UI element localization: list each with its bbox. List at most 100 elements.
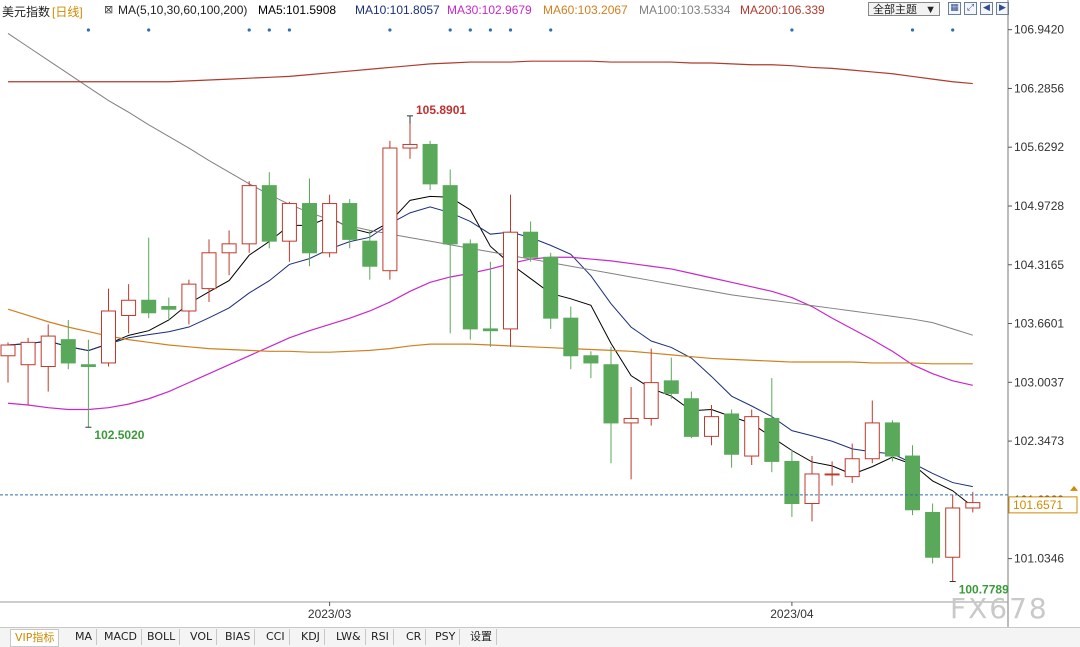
tab-[interactable]: 设置 — [466, 629, 497, 645]
current-price-label: 101.6571 — [1013, 498, 1063, 512]
candle-up[interactable] — [40, 335, 56, 368]
event-marker[interactable] — [388, 28, 392, 32]
candle-up[interactable] — [824, 473, 840, 476]
y-tick-label: 103.6601 — [1014, 317, 1064, 331]
candle-up[interactable] — [382, 147, 398, 272]
candle-down[interactable] — [764, 417, 780, 462]
candle-down[interactable] — [60, 339, 76, 364]
event-marker[interactable] — [448, 28, 452, 32]
theme-select[interactable]: 全部主题 ▼ — [868, 2, 940, 16]
tab-lw[interactable]: LW& — [332, 629, 366, 645]
candle-down[interactable] — [422, 143, 438, 185]
current-price-box — [1008, 496, 1078, 514]
candle-down[interactable] — [683, 398, 699, 437]
tab-vip[interactable]: VIP指标 — [10, 629, 60, 647]
y-tick-label: 104.9728 — [1014, 199, 1064, 213]
candle-down[interactable] — [925, 511, 941, 558]
event-marker[interactable] — [468, 28, 472, 32]
candle-up[interactable] — [623, 417, 639, 424]
candle-down[interactable] — [362, 240, 378, 267]
candle-down[interactable] — [905, 455, 920, 511]
candle-up[interactable] — [101, 310, 116, 364]
grid-icon[interactable]: ▦ — [948, 2, 961, 15]
event-marker[interactable] — [508, 28, 513, 32]
candle-up[interactable] — [844, 458, 860, 478]
tab-cr[interactable]: CR — [402, 629, 427, 645]
event-marker[interactable] — [287, 28, 291, 32]
event-marker[interactable] — [790, 28, 794, 32]
ma10-value: MA10:101.8057 — [355, 3, 440, 17]
candle-up[interactable] — [804, 473, 820, 505]
candle-down[interactable] — [583, 355, 599, 364]
y-tick-label: 105.6292 — [1014, 140, 1064, 154]
candle-up[interactable] — [864, 422, 880, 460]
event-marker[interactable] — [910, 28, 915, 32]
candle-up[interactable] — [643, 382, 659, 419]
tab-macd[interactable]: MACD — [100, 629, 142, 645]
price-arrow-icon — [1070, 485, 1078, 491]
event-marker[interactable] — [247, 28, 251, 32]
candle-down[interactable] — [342, 203, 358, 240]
y-tick-label: 103.0037 — [1014, 375, 1064, 389]
candle-down[interactable] — [141, 299, 157, 314]
event-marker[interactable] — [488, 28, 492, 32]
candle-up[interactable] — [402, 143, 418, 149]
candle-down[interactable] — [563, 317, 579, 357]
y-tick-label: 102.3473 — [1014, 434, 1064, 448]
candle-up[interactable] — [20, 341, 36, 366]
tab-cci[interactable]: CCI — [262, 629, 290, 645]
candle-down[interactable] — [724, 413, 740, 455]
candle-up[interactable] — [221, 243, 237, 254]
tab-ma[interactable]: MA — [71, 629, 98, 645]
tab-vol[interactable]: VOL — [186, 629, 218, 645]
candle-up[interactable] — [945, 507, 961, 558]
chevron-down-icon: ▼ — [925, 4, 936, 16]
event-marker[interactable] — [86, 28, 90, 32]
candle-down[interactable] — [523, 231, 539, 258]
tab-psy[interactable]: PSY — [431, 629, 461, 645]
tab-boll[interactable]: BOLL — [143, 629, 181, 645]
x-tick-label: 2023/04 — [770, 607, 814, 621]
indicator-tabs: VIP指标 MA MACD BOLL VOL BIAS CCI KDJ LW& RSI CR PSY 设… — [0, 627, 1080, 647]
candle-up[interactable] — [241, 185, 257, 245]
candle-up[interactable] — [181, 283, 197, 312]
candle-up[interactable] — [201, 252, 217, 290]
candle-up[interactable] — [503, 231, 518, 330]
back-icon[interactable]: ◀ — [980, 2, 993, 15]
event-marker[interactable] — [951, 28, 955, 32]
tab-rsi[interactable]: RSI — [367, 629, 394, 645]
period-label[interactable]: [日线] — [52, 5, 83, 19]
candle-up[interactable] — [0, 344, 16, 357]
candle-up[interactable] — [704, 416, 719, 437]
y-tick-label: 101.0346 — [1014, 552, 1064, 566]
candle-down[interactable] — [663, 380, 679, 394]
candle-down[interactable] — [784, 460, 800, 505]
low-annotation: 102.5020 — [94, 428, 144, 442]
candle-up[interactable] — [322, 203, 338, 254]
event-marker[interactable] — [267, 28, 271, 32]
candle-down[interactable] — [80, 364, 96, 368]
candle-down[interactable] — [302, 203, 317, 254]
expand-icon[interactable]: ⤢ — [964, 2, 977, 15]
tab-kdj[interactable]: KDJ — [297, 629, 325, 645]
candle-down[interactable] — [442, 185, 458, 245]
candlestick-chart[interactable]: 106.9420 106.2856 105.6292 104.9728 104.3165… — [0, 0, 1080, 627]
y-tick-label: 104.3165 — [1014, 258, 1064, 272]
candle-down[interactable] — [261, 185, 277, 242]
candle-up[interactable] — [744, 416, 760, 457]
event-marker[interactable] — [147, 28, 151, 32]
candle-up[interactable] — [965, 502, 981, 509]
ma200-value: MA200:106.339 — [740, 3, 825, 17]
candle-down[interactable] — [543, 256, 559, 319]
candle-down[interactable] — [161, 306, 177, 310]
next-icon[interactable]: ▶ — [996, 2, 1009, 15]
candle-down[interactable] — [462, 243, 478, 330]
candle-up[interactable] — [121, 299, 137, 316]
ma5-line — [7, 195, 974, 508]
candle-up[interactable] — [281, 203, 297, 242]
candle-down[interactable] — [884, 422, 900, 457]
candle-down[interactable] — [603, 364, 619, 424]
candle-down[interactable] — [482, 328, 498, 332]
event-marker[interactable] — [549, 28, 553, 32]
tab-bias[interactable]: BIAS — [221, 629, 256, 645]
